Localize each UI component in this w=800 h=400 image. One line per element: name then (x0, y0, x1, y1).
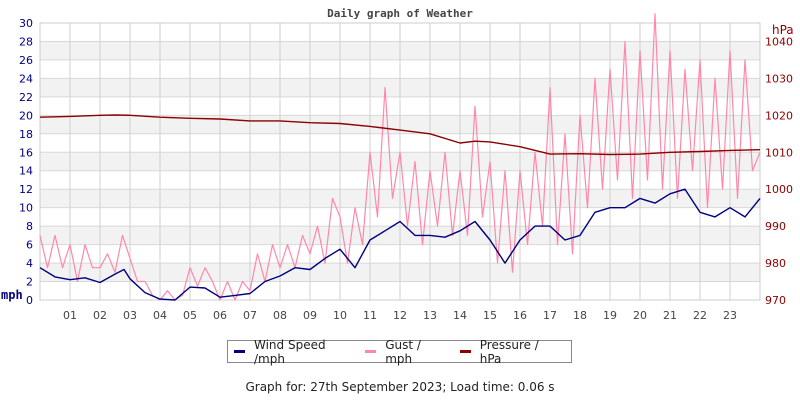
x-tick-label: 09 (303, 309, 317, 322)
y-tick-label-left: 2 (26, 276, 33, 289)
gust-swatch (365, 350, 377, 353)
legend-label: Gust / mph (385, 337, 421, 366)
gust-line (39, 13, 761, 301)
y-tick-label-right: 990 (765, 220, 786, 233)
x-tick-label: 21 (663, 309, 677, 322)
y-tick-label-right: 1010 (765, 146, 793, 159)
y-tick-label-left: 30 (19, 17, 33, 30)
legend-item-gust: Gust / mph (365, 338, 446, 366)
y-tick-label-left: 14 (19, 165, 33, 178)
legend-label: Pressure / hPa (479, 337, 539, 366)
left-axis-unit: mph (1, 288, 23, 302)
x-tick-label: 01 (63, 309, 77, 322)
legend: Wind Speed /mph Gust / mph Pressure / hP… (227, 337, 572, 366)
y-tick-label-right: 1020 (765, 109, 793, 122)
x-tick-label: 14 (453, 309, 467, 322)
x-tick-label: 06 (213, 309, 227, 322)
x-tick-label: 17 (543, 309, 557, 322)
x-tick-label: 16 (513, 309, 527, 322)
y-tick-label-left: 16 (19, 146, 33, 159)
pressure-line (39, 114, 761, 156)
y-tick-label-right: 970 (765, 294, 786, 307)
x-tick-label: 07 (243, 309, 257, 322)
x-tick-label: 04 (153, 309, 167, 322)
plot-frame (39, 22, 761, 301)
pressure-swatch (459, 350, 471, 353)
x-tick-label: 19 (603, 309, 617, 322)
y-tick-label-left: 28 (19, 35, 33, 48)
x-tick-label: 11 (363, 309, 377, 322)
wind-speed-line (39, 188, 761, 301)
x-tick-label: 13 (423, 309, 437, 322)
y-tick-label-left: 24 (19, 72, 33, 85)
x-tick-label: 23 (723, 309, 737, 322)
wind-speed-swatch (234, 350, 245, 353)
legend-label: Wind Speed /mph (253, 337, 326, 366)
x-tick-label: 02 (93, 309, 107, 322)
y-tick-label-left: 12 (19, 183, 33, 196)
x-tick-label: 12 (393, 309, 407, 322)
y-tick-label-left: 6 (26, 239, 33, 252)
y-tick-label-left: 10 (19, 202, 33, 215)
x-tick-label: 03 (123, 309, 137, 322)
y-tick-label-right: 1000 (765, 183, 793, 196)
y-tick-label-left: 26 (19, 54, 33, 67)
right-axis-unit: hPa (772, 23, 794, 37)
y-tick-label-left: 8 (26, 220, 33, 233)
x-tick-label: 22 (693, 309, 707, 322)
y-tick-label-left: 20 (19, 109, 33, 122)
y-tick-label-right: 980 (765, 257, 786, 270)
x-tick-label: 05 (183, 309, 197, 322)
x-tick-label: 10 (333, 309, 347, 322)
weather-chart: Daily graph of Weather 02468101214161820… (1, 7, 794, 322)
x-tick-label: 18 (573, 309, 587, 322)
x-tick-label: 08 (273, 309, 287, 322)
y-tick-label-left: 0 (26, 294, 33, 307)
x-tick-label: 20 (633, 309, 647, 322)
chart-title: Daily graph of Weather (327, 7, 473, 20)
y-tick-label-left: 22 (19, 91, 33, 104)
legend-item-wind-speed: Wind Speed /mph (234, 338, 351, 366)
y-tick-label-right: 1040 (765, 35, 793, 48)
y-tick-label-left: 4 (26, 257, 33, 270)
footer-info: Graph for: 27th September 2023; Load tim… (245, 380, 555, 394)
y-tick-label-left: 18 (19, 128, 33, 141)
legend-item-pressure: Pressure / hPa (459, 337, 557, 366)
y-tick-label-right: 1030 (765, 72, 793, 85)
x-tick-label: 15 (483, 309, 497, 322)
